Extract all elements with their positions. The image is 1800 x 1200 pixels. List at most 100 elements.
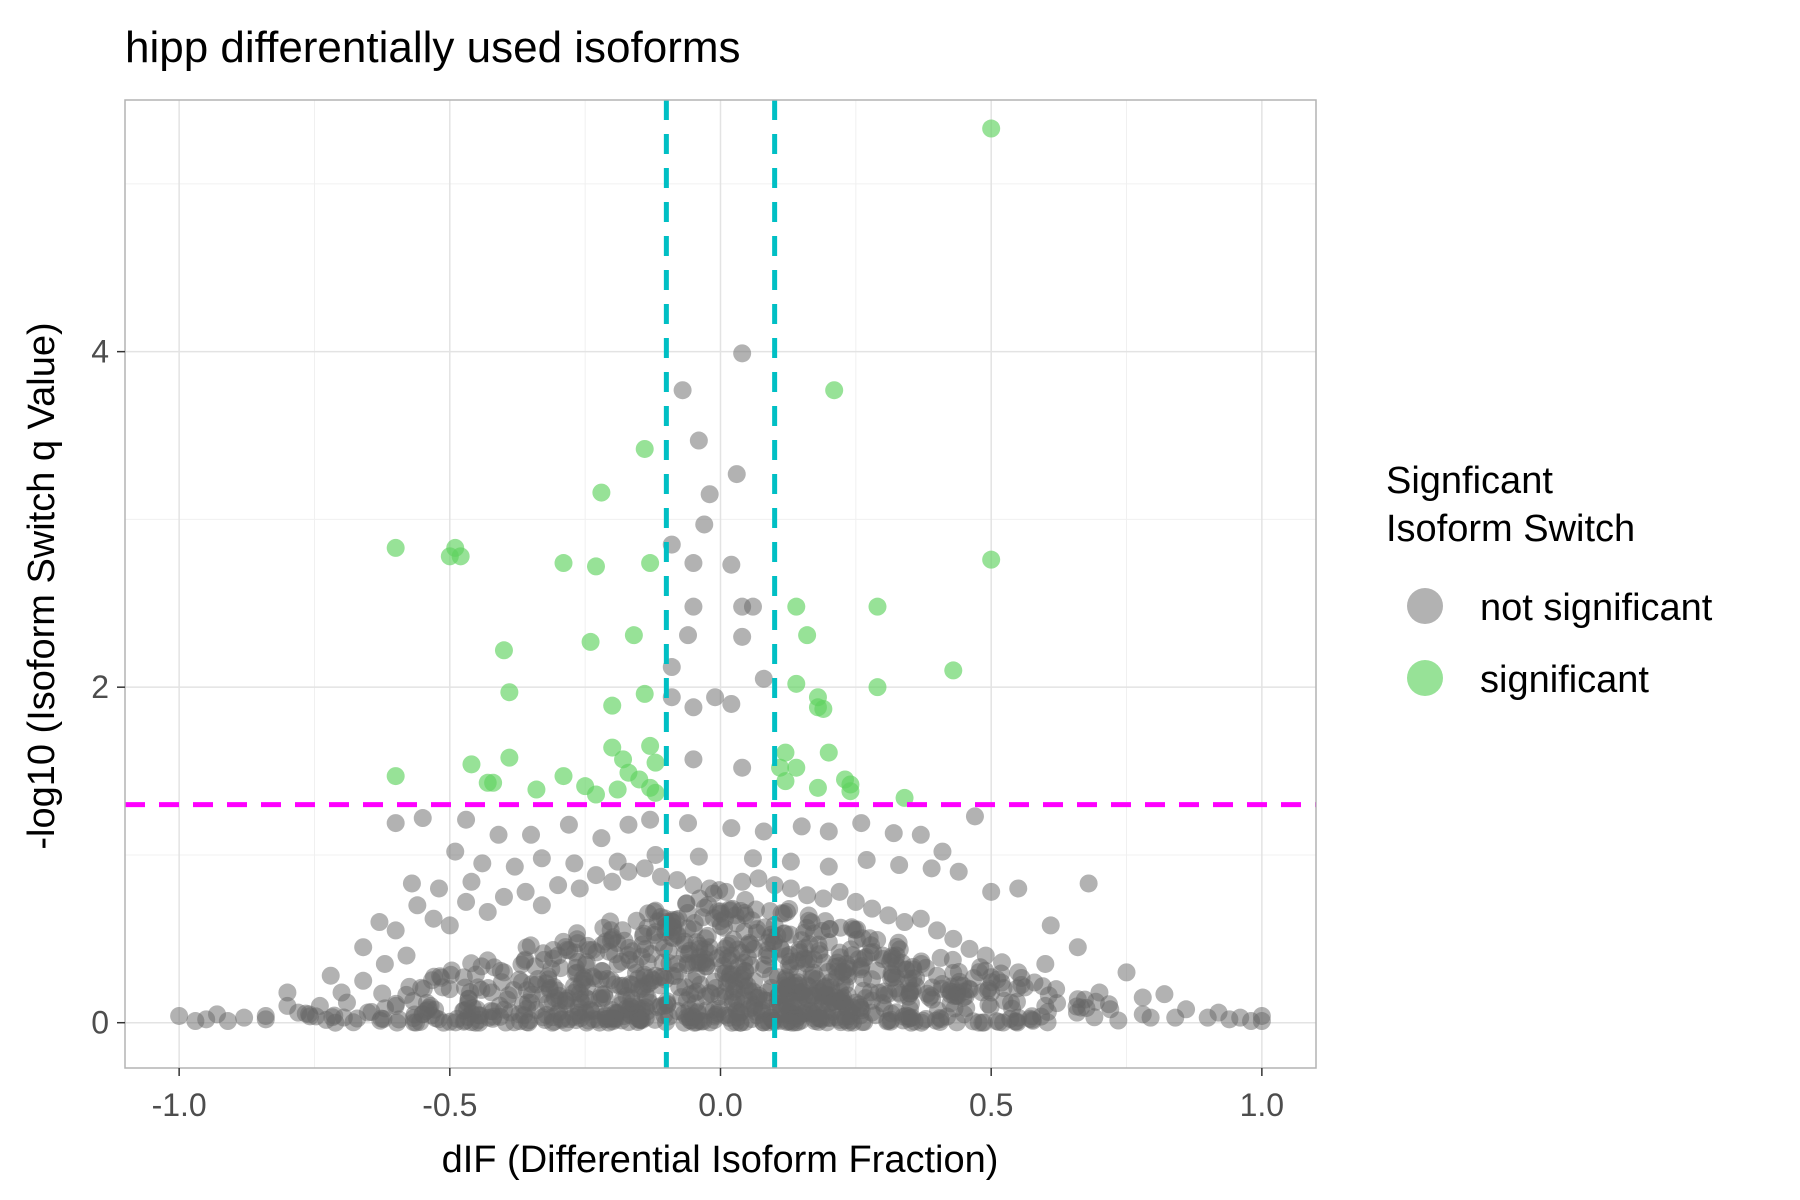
point-not-significant — [848, 920, 867, 939]
point-not-significant — [920, 988, 939, 1007]
point-not-significant — [568, 980, 587, 999]
point-not-significant — [635, 859, 654, 878]
point-not-significant — [569, 1006, 588, 1025]
point-not-significant — [733, 758, 752, 777]
point-not-significant — [922, 859, 941, 878]
point-not-significant — [722, 819, 741, 838]
point-not-significant — [696, 954, 715, 973]
point-not-significant — [722, 555, 741, 574]
point-not-significant — [402, 874, 421, 893]
point-not-significant — [498, 990, 517, 1009]
point-not-significant — [846, 892, 865, 911]
y-tick-label: 2 — [91, 669, 109, 705]
x-axis-ticks: -1.0 -0.5 0.0 0.5 1.0 — [152, 1068, 1284, 1123]
point-not-significant — [816, 912, 835, 931]
point-not-significant — [354, 938, 373, 957]
point-not-significant — [510, 970, 529, 989]
x-tick-label: -0.5 — [422, 1087, 477, 1123]
point-not-significant — [752, 1000, 771, 1019]
point-not-significant — [634, 927, 653, 946]
point-not-significant — [722, 1013, 741, 1032]
point-not-significant — [819, 857, 838, 876]
point-not-significant — [933, 842, 952, 861]
point-not-significant — [743, 597, 762, 616]
point-not-significant — [601, 921, 620, 940]
point-not-significant — [424, 909, 443, 928]
point-not-significant — [841, 940, 860, 959]
point-not-significant — [814, 889, 833, 908]
point-not-significant — [278, 983, 297, 1002]
point-significant — [841, 782, 860, 801]
point-not-significant — [875, 982, 894, 1001]
point-not-significant — [960, 939, 979, 958]
point-not-significant — [532, 849, 551, 868]
y-tick-label: 4 — [91, 334, 109, 370]
point-not-significant — [733, 627, 752, 646]
point-not-significant — [375, 954, 394, 973]
x-tick-label: 0.0 — [698, 1087, 742, 1123]
point-not-significant — [961, 980, 980, 999]
point-not-significant — [520, 1011, 539, 1030]
point-significant — [868, 597, 887, 616]
point-not-significant — [801, 986, 820, 1005]
point-not-significant — [376, 999, 395, 1018]
point-not-significant — [722, 694, 741, 713]
point-not-significant — [540, 978, 559, 997]
point-not-significant — [828, 953, 847, 972]
point-not-significant — [743, 849, 762, 868]
point-not-significant — [668, 871, 687, 890]
point-not-significant — [1141, 1008, 1160, 1027]
point-not-significant — [235, 1008, 254, 1027]
y-tick-label: 0 — [91, 1005, 109, 1041]
point-significant — [787, 597, 806, 616]
point-not-significant — [479, 979, 498, 998]
point-not-significant — [463, 999, 482, 1018]
point-not-significant — [615, 931, 634, 950]
plot-panel — [124, 99, 1317, 1069]
points-not-significant — [170, 344, 1271, 1032]
point-not-significant — [895, 913, 914, 932]
point-significant — [814, 699, 833, 718]
point-not-significant — [590, 989, 609, 1008]
point-not-significant — [522, 825, 541, 844]
point-not-significant — [478, 951, 497, 970]
point-significant — [776, 772, 795, 791]
point-not-significant — [931, 1010, 950, 1029]
point-not-significant — [462, 954, 481, 973]
point-not-significant — [397, 985, 416, 1004]
point-not-significant — [677, 894, 696, 913]
point-not-significant — [551, 959, 570, 978]
point-not-significant — [982, 882, 1001, 901]
point-not-significant — [397, 946, 416, 965]
point-significant — [982, 119, 1001, 138]
point-not-significant — [675, 944, 694, 963]
point-not-significant — [781, 879, 800, 898]
point-not-significant — [976, 961, 995, 980]
point-significant — [646, 753, 665, 772]
point-not-significant — [839, 967, 858, 986]
point-not-significant — [836, 1007, 855, 1026]
point-not-significant — [332, 983, 351, 1002]
point-not-significant — [857, 850, 876, 869]
point-not-significant — [706, 688, 725, 707]
point-not-significant — [727, 465, 746, 484]
point-significant — [635, 439, 654, 458]
legend-label-not-significant: not significant — [1480, 587, 1713, 629]
point-not-significant — [568, 924, 587, 943]
point-not-significant — [679, 814, 698, 833]
point-not-significant — [412, 978, 431, 997]
point-not-significant — [1036, 954, 1055, 973]
point-not-significant — [689, 847, 708, 866]
point-not-significant — [411, 1012, 430, 1031]
point-significant — [527, 780, 546, 799]
point-significant — [462, 755, 481, 774]
point-not-significant — [914, 1011, 933, 1030]
reference-lines — [125, 100, 1316, 1068]
x-tick-label: 0.5 — [969, 1087, 1013, 1123]
point-not-significant — [716, 939, 735, 958]
point-significant — [982, 550, 1001, 569]
point-not-significant — [969, 1013, 988, 1032]
point-significant — [635, 684, 654, 703]
point-not-significant — [684, 876, 703, 895]
point-significant — [603, 696, 622, 715]
